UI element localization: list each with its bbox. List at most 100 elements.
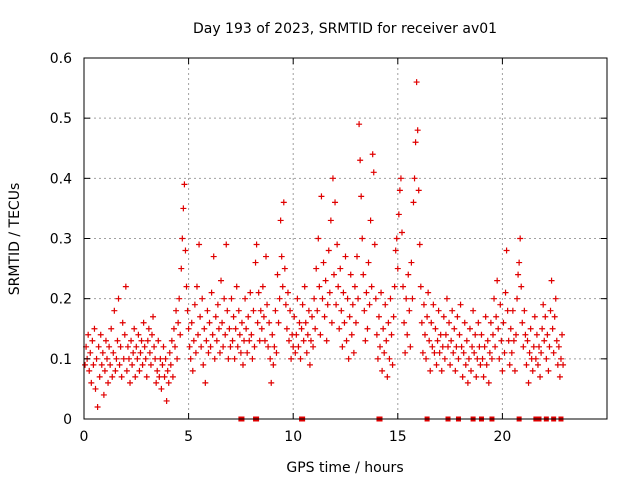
data-point	[465, 355, 472, 362]
data-point	[373, 331, 380, 338]
data-point	[382, 301, 389, 308]
data-point	[529, 367, 536, 374]
data-point	[116, 361, 123, 368]
data-point	[314, 307, 321, 314]
data-point	[288, 355, 295, 362]
data-point	[282, 301, 289, 308]
data-point	[157, 355, 164, 362]
data-point	[469, 343, 476, 350]
data-point	[440, 313, 447, 320]
data-point	[435, 307, 442, 314]
data-point	[548, 277, 555, 284]
data-point	[187, 355, 194, 362]
data-point	[472, 331, 479, 338]
data-point	[457, 301, 464, 308]
data-point	[229, 337, 236, 344]
data-point	[498, 337, 505, 344]
data-point	[412, 139, 419, 146]
data-point	[150, 313, 157, 320]
data-point	[261, 337, 268, 344]
data-point	[356, 121, 363, 128]
data-point	[256, 337, 263, 344]
data-point	[533, 331, 540, 338]
data-point	[508, 349, 515, 356]
data-point	[278, 253, 285, 260]
data-point	[161, 373, 168, 380]
data-point	[191, 301, 198, 308]
data-point	[517, 235, 524, 242]
data-point	[178, 265, 185, 272]
x-axis-label: GPS time / hours	[286, 460, 403, 476]
data-point	[279, 283, 286, 290]
data-point	[546, 343, 553, 350]
data-point	[148, 331, 155, 338]
data-point	[90, 361, 97, 368]
data-point	[537, 373, 544, 380]
data-point	[267, 355, 274, 362]
data-point	[248, 331, 255, 338]
data-point	[351, 283, 358, 290]
data-point	[387, 295, 394, 302]
data-point	[443, 295, 450, 302]
data-point	[484, 337, 491, 344]
data-point	[91, 325, 98, 332]
data-point	[109, 373, 116, 380]
data-point	[468, 367, 475, 374]
data-point	[218, 277, 225, 284]
data-point	[372, 295, 379, 302]
data-point	[346, 313, 353, 320]
data-point	[133, 343, 140, 350]
data-point	[294, 295, 301, 302]
data-point	[320, 259, 327, 266]
data-point	[363, 289, 370, 296]
data-point	[477, 361, 484, 368]
data-point	[516, 259, 523, 266]
data-point	[99, 349, 106, 356]
data-point	[169, 373, 176, 380]
data-point	[460, 349, 467, 356]
data-point	[244, 349, 251, 356]
data-point	[96, 373, 103, 380]
axis-ticks	[83, 57, 607, 420]
data-point	[534, 361, 541, 368]
data-point	[95, 343, 102, 350]
data-point	[131, 325, 138, 332]
data-point	[121, 331, 128, 338]
data-point	[290, 343, 297, 350]
data-point	[165, 379, 172, 386]
data-point	[463, 337, 470, 344]
data-point	[134, 355, 141, 362]
data-point	[97, 331, 104, 338]
data-point	[92, 385, 99, 392]
data-point	[414, 127, 421, 134]
data-point	[358, 193, 365, 200]
data-point	[547, 307, 554, 314]
data-point	[310, 343, 317, 350]
data-point	[117, 343, 124, 350]
data-point	[159, 361, 166, 368]
data-point	[176, 295, 183, 302]
data-point	[281, 265, 288, 272]
data-point	[299, 301, 306, 308]
data-point	[330, 271, 337, 278]
data-point	[381, 349, 388, 356]
data-point	[458, 343, 465, 350]
y-tick-label: 0	[63, 412, 72, 428]
data-point	[329, 175, 336, 182]
data-point	[502, 289, 509, 296]
data-point	[200, 361, 207, 368]
data-point	[172, 343, 179, 350]
data-point	[228, 295, 235, 302]
data-point	[518, 283, 525, 290]
data-point	[495, 325, 502, 332]
data-point	[527, 325, 534, 332]
data-point	[471, 349, 478, 356]
data-point	[378, 289, 385, 296]
data-point	[478, 331, 485, 338]
data-point	[166, 349, 173, 356]
data-point	[445, 343, 452, 350]
data-point	[441, 355, 448, 362]
data-point	[449, 307, 456, 314]
data-point	[255, 289, 262, 296]
data-point	[203, 337, 210, 344]
